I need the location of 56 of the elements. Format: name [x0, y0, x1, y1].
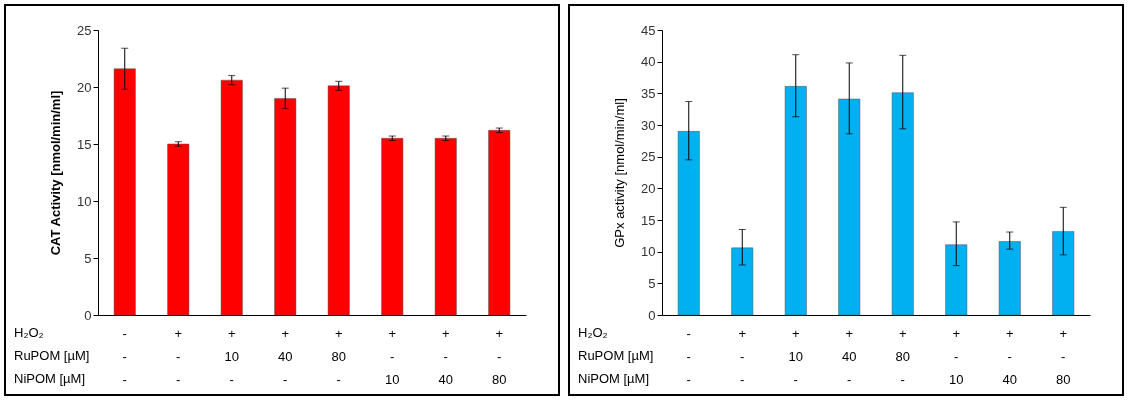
- x-tick-label: + - 80: [1056, 325, 1071, 387]
- x-tick-label: + - 10: [949, 325, 964, 387]
- y-tick-label: 45: [641, 22, 656, 38]
- y-tick-label: 40: [641, 54, 656, 70]
- x-tick-label: + 80 -: [895, 325, 910, 387]
- bar: [784, 86, 807, 316]
- y-tick-label: 25: [77, 22, 92, 38]
- bar: [113, 68, 136, 316]
- bar: [488, 130, 511, 316]
- y-tick-label: 5: [84, 250, 92, 266]
- x-tick-label: + - 80: [492, 325, 507, 387]
- bar: [731, 247, 754, 316]
- x-tick-label: - - -: [122, 325, 127, 387]
- bar: [1052, 231, 1075, 316]
- x-tick-label: + 10 -: [224, 325, 239, 387]
- y-axis-title: CAT Activity [nmol/min/ml]: [48, 90, 64, 256]
- y-tick-label: 15: [77, 136, 92, 152]
- x-tick-label: + 40 -: [278, 325, 293, 387]
- x-tick-label: - - -: [686, 325, 691, 387]
- y-tick-label: 0: [84, 307, 92, 323]
- x-tick-label: + - 40: [1002, 325, 1017, 387]
- text: RuPOM [µM]: [14, 348, 90, 363]
- text: NiPOM [µM]: [14, 371, 86, 386]
- y-tick-label: 15: [641, 212, 656, 228]
- x-tick-label: + 80 -: [331, 325, 346, 387]
- bar: [838, 98, 861, 316]
- y-tick-label: 20: [77, 79, 92, 95]
- bar: [327, 85, 350, 316]
- y-tick-label: 30: [641, 117, 656, 133]
- x-tick-label: + - 40: [438, 325, 453, 387]
- y-tick-label: 10: [641, 244, 656, 260]
- text: RuPOM [µM]: [578, 348, 654, 363]
- bar: [274, 98, 297, 316]
- text: NiPOM [µM]: [578, 371, 650, 386]
- y-tick-label: 5: [648, 275, 656, 291]
- y-tick-label: 35: [641, 85, 656, 101]
- y-tick-label: 0: [648, 307, 656, 323]
- text: H₂O₂: [14, 325, 44, 340]
- text: H₂O₂: [578, 325, 608, 340]
- bar: [220, 79, 243, 316]
- x-tick-label: + - 10: [385, 325, 400, 387]
- bar: [677, 131, 700, 316]
- x-tick-label: + - -: [738, 325, 747, 387]
- x-tick-label: + 40 -: [842, 325, 857, 387]
- y-tick-label: 25: [641, 149, 656, 165]
- bar: [381, 138, 404, 316]
- bar: [167, 143, 190, 316]
- bar: [945, 244, 968, 316]
- x-tick-label: + 10 -: [788, 325, 803, 387]
- bar: [434, 138, 457, 316]
- y-tick-label: 20: [641, 180, 656, 196]
- y-axis-title: GPx activity [nmol/min/ml]: [612, 98, 628, 248]
- bar: [891, 92, 914, 316]
- x-tick-label: + - -: [174, 325, 183, 387]
- bar: [998, 241, 1021, 316]
- y-tick-label: 10: [77, 193, 92, 209]
